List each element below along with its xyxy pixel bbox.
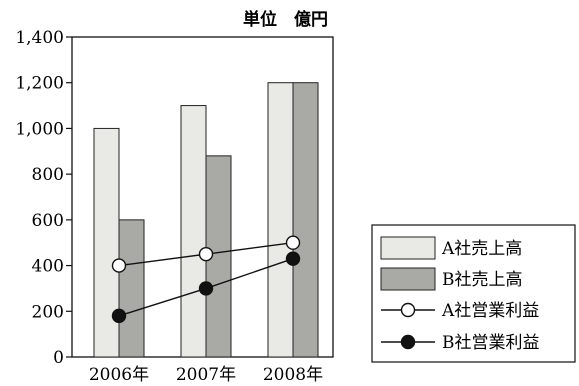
y-tick-label: 200	[32, 302, 64, 322]
unit-label: 単位 億円	[243, 9, 328, 30]
bar-A社売上高	[267, 82, 294, 358]
point-B社営業利益	[285, 251, 301, 266]
x-tick-label: 2008年	[263, 365, 323, 385]
point-B社営業利益	[198, 281, 214, 296]
legend-swatch-B社売上高	[380, 267, 436, 291]
y-tick-label: 1,200	[15, 74, 64, 94]
plot-area: 0 200 400 600 800 1,000 1,200 1,400 2006年 2007年 20…	[15, 28, 334, 385]
point-A社営業利益	[198, 246, 214, 262]
legend-swatch-A社売上高	[380, 236, 436, 260]
legend-label: B社営業利益	[442, 333, 540, 353]
point-A社営業利益	[111, 258, 127, 273]
y-tick-label: 600	[32, 211, 64, 231]
bar-B社売上高	[118, 219, 145, 358]
y-tick-label: 0	[53, 348, 64, 368]
x-tick-label: 2006年	[89, 365, 149, 385]
legend-marker-B社営業利益	[400, 334, 416, 350]
bar-A社売上高	[93, 127, 120, 358]
legend-label: A社営業利益	[441, 301, 539, 321]
y-tick-label: 1,400	[15, 28, 64, 48]
y-tick-label: 400	[32, 257, 64, 277]
legend-label: A社売上高	[441, 239, 522, 259]
bar-B社売上高	[292, 82, 319, 358]
y-tick-label: 800	[32, 165, 64, 185]
y-tick-label: 1,000	[15, 119, 64, 139]
legend-marker-A社営業利益	[400, 302, 416, 318]
legend: A社売上高 B社売上高 A社営業利益 B社営業利益	[371, 224, 576, 363]
bar-A社売上高	[180, 105, 207, 358]
legend-label: B社売上高	[442, 270, 523, 290]
point-A社営業利益	[285, 235, 301, 250]
point-B社営業利益	[111, 308, 127, 324]
x-tick-label: 2007年	[176, 365, 236, 385]
